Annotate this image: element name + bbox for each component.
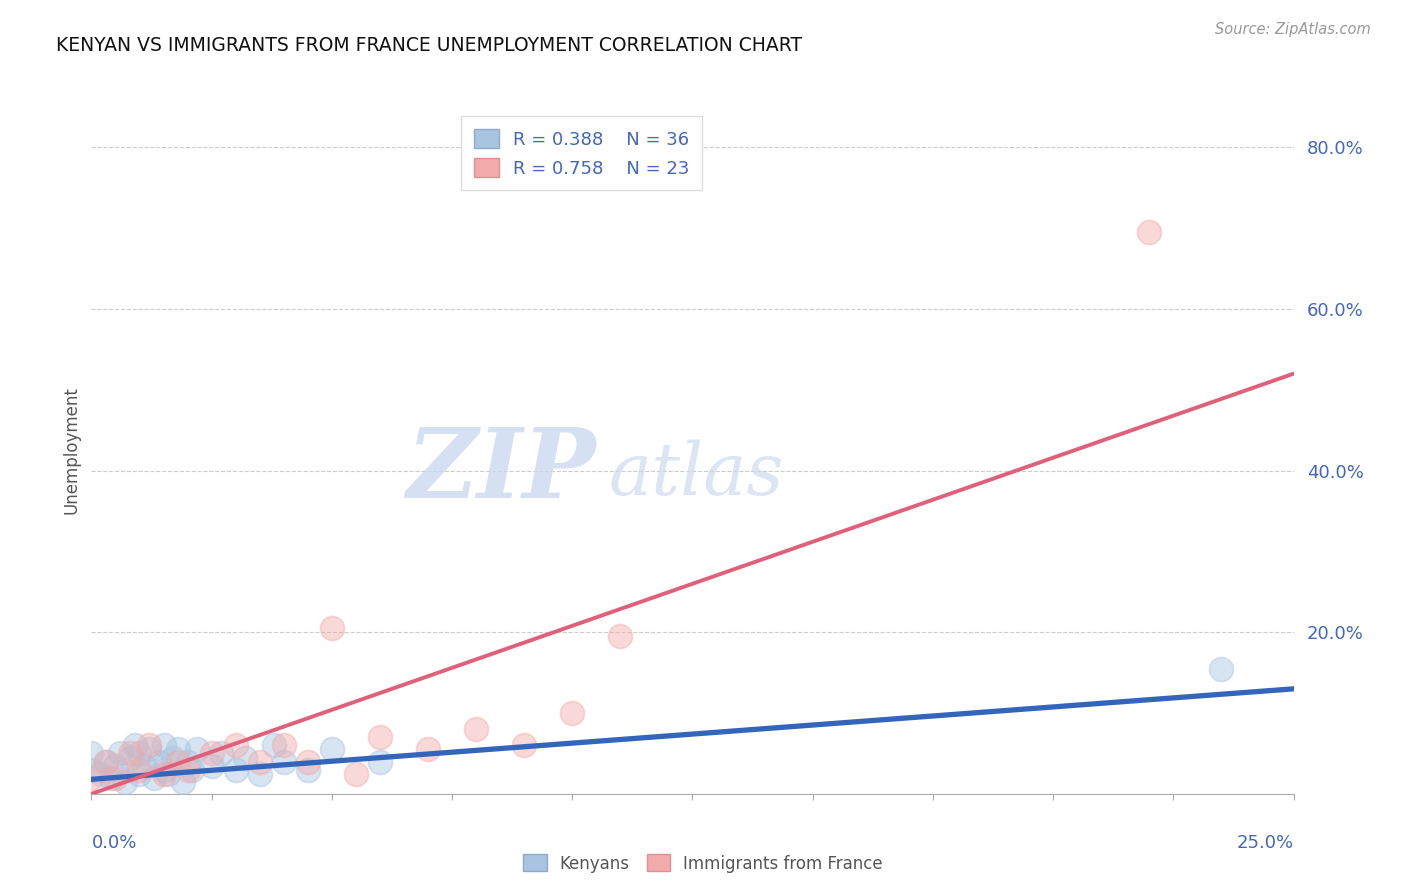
Point	[152, 739, 174, 753]
Point	[100, 771, 122, 785]
Point	[249, 766, 271, 780]
Point	[513, 739, 536, 753]
Legend: Kenyans, Immigrants from France: Kenyans, Immigrants from France	[516, 847, 890, 880]
Legend: R = 0.388    N = 36, R = 0.758    N = 23: R = 0.388 N = 36, R = 0.758 N = 23	[461, 116, 703, 190]
Point	[225, 763, 247, 777]
Point	[110, 747, 132, 761]
Point	[128, 763, 150, 777]
Text: 0.0%: 0.0%	[91, 834, 136, 852]
Point	[186, 742, 208, 756]
Point	[416, 742, 439, 756]
Point	[297, 763, 319, 777]
Text: KENYAN VS IMMIGRANTS FROM FRANCE UNEMPLOYMENT CORRELATION CHART: KENYAN VS IMMIGRANTS FROM FRANCE UNEMPLO…	[56, 36, 803, 54]
Point	[225, 739, 247, 753]
Point	[80, 771, 103, 785]
Point	[368, 755, 391, 769]
Point	[167, 742, 190, 756]
Point	[561, 706, 583, 720]
Point	[181, 763, 204, 777]
Point	[138, 742, 160, 756]
Point	[233, 750, 256, 764]
Text: atlas: atlas	[609, 439, 783, 509]
Y-axis label: Unemployment: Unemployment	[62, 386, 80, 515]
Point	[118, 747, 141, 761]
Point	[128, 766, 150, 780]
Point	[1137, 225, 1160, 239]
Point	[80, 747, 103, 761]
Point	[124, 739, 146, 753]
Point	[167, 755, 190, 769]
Point	[609, 629, 631, 643]
Point	[114, 774, 136, 789]
Text: ZIP: ZIP	[406, 424, 596, 518]
Text: Source: ZipAtlas.com: Source: ZipAtlas.com	[1215, 22, 1371, 37]
Point	[368, 731, 391, 745]
Point	[344, 766, 367, 780]
Point	[134, 758, 156, 772]
Point	[162, 750, 184, 764]
Point	[263, 739, 285, 753]
Point	[273, 739, 295, 753]
Point	[172, 774, 194, 789]
Point	[94, 755, 117, 769]
Point	[104, 771, 127, 785]
Point	[1211, 662, 1233, 676]
Point	[128, 747, 150, 761]
Point	[321, 621, 343, 635]
Point	[157, 766, 180, 780]
Point	[273, 755, 295, 769]
Point	[80, 763, 103, 777]
Point	[152, 763, 174, 777]
Point	[201, 747, 224, 761]
Point	[118, 750, 141, 764]
Point	[104, 758, 127, 772]
Point	[465, 723, 488, 737]
Point	[176, 763, 198, 777]
Point	[148, 755, 170, 769]
Point	[176, 755, 198, 769]
Point	[249, 755, 271, 769]
Point	[209, 747, 232, 761]
Point	[138, 739, 160, 753]
Point	[297, 755, 319, 769]
Point	[90, 766, 112, 780]
Point	[201, 758, 224, 772]
Point	[94, 755, 117, 769]
Text: 25.0%: 25.0%	[1236, 834, 1294, 852]
Point	[321, 742, 343, 756]
Point	[142, 771, 165, 785]
Point	[152, 766, 174, 780]
